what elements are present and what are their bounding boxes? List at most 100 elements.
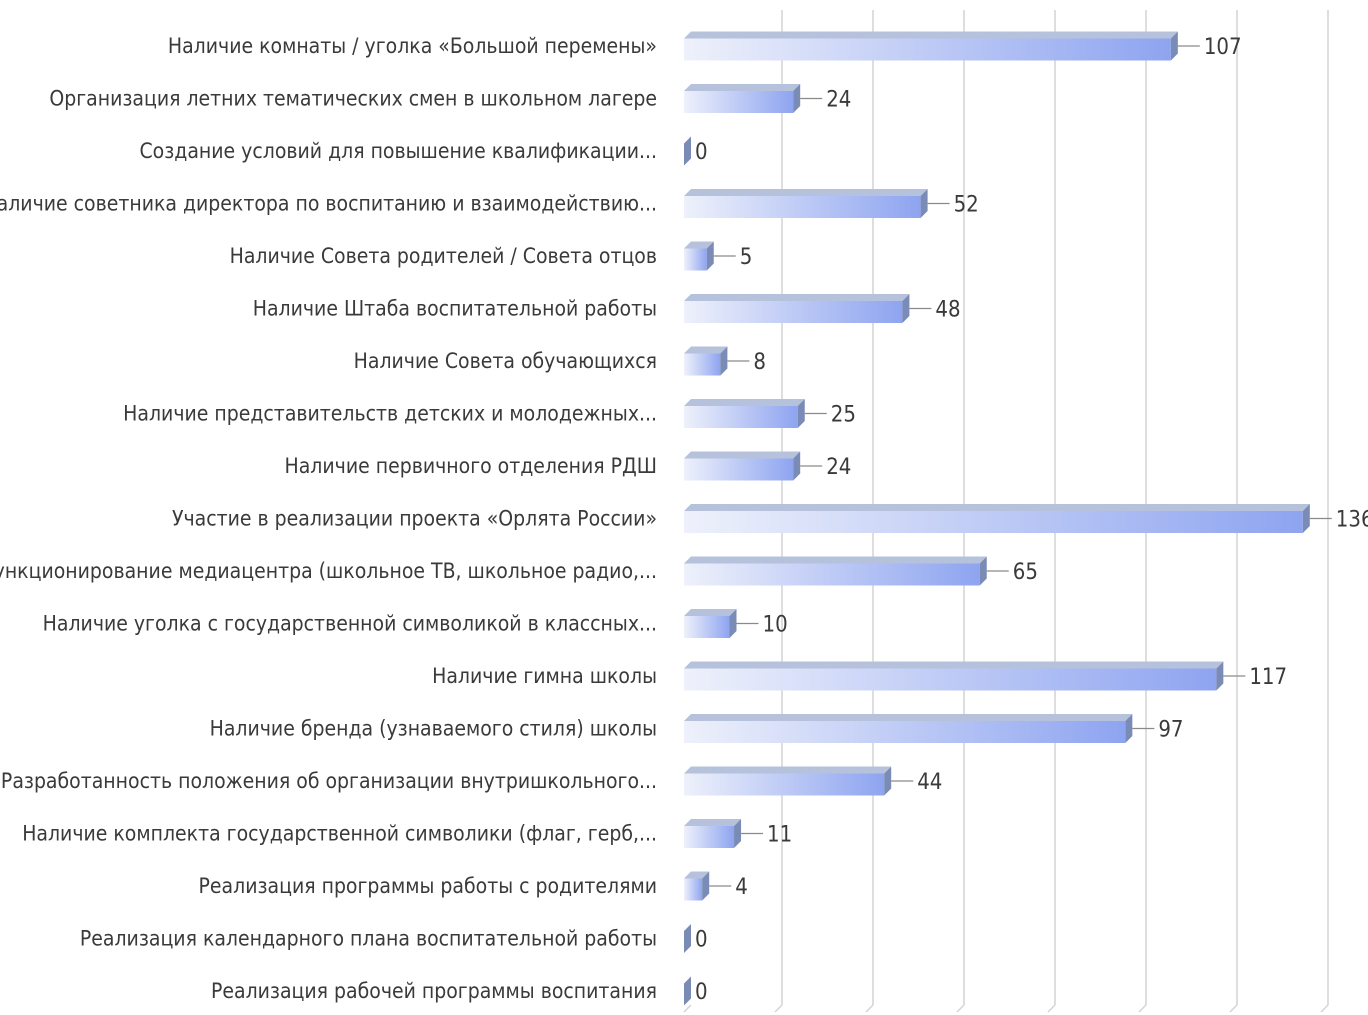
category-label: Наличие первичного отделения РДШ [285, 454, 657, 478]
category-label: Реализация рабочей программы воспитания [211, 979, 657, 1003]
gridline-floor [1138, 1004, 1147, 1013]
bar-front-face [684, 511, 1303, 533]
bar-side-face [902, 294, 910, 323]
value-label: 44 [917, 770, 942, 795]
category-labels: Наличие комнаты / уголка «Большой переме… [0, 34, 657, 1003]
bar-side-face [734, 819, 742, 848]
bar-side-face [979, 556, 987, 586]
gridline-floor [1320, 1004, 1329, 1013]
value-label: 4 [735, 875, 748, 900]
bar-side-face [706, 241, 714, 271]
category-label: Функционирование медиацентра (школьное Т… [0, 559, 657, 583]
value-label: 0 [695, 140, 708, 165]
bar-front-face [684, 353, 721, 376]
bar [684, 504, 1310, 533]
value-label: 65 [1013, 560, 1038, 585]
bar-top-face [684, 819, 742, 826]
bar-top-face [684, 31, 1178, 39]
bar-side-face [720, 346, 728, 376]
value-label: 97 [1158, 718, 1183, 743]
bar-front-face [684, 196, 921, 218]
category-label: Создание условий для повышение квалифика… [139, 139, 657, 163]
bar [684, 924, 691, 953]
bar-side-face [797, 399, 805, 428]
category-label: Наличие Совета обучающихся [354, 349, 657, 373]
bar [684, 399, 805, 428]
category-label: Наличие Штаба воспитательной работы [253, 297, 657, 321]
category-label: Наличие гимна школы [432, 664, 657, 688]
bar [684, 189, 928, 218]
bar-top-face [684, 504, 1310, 511]
gridline-floor [1047, 1004, 1056, 1013]
value-label: 136 [1336, 508, 1368, 533]
bar [684, 294, 910, 323]
bar [684, 84, 801, 113]
bar-side-face [1216, 661, 1224, 691]
bar-top-face [684, 451, 801, 459]
value-label: 5 [740, 245, 753, 270]
bar-side-face [684, 136, 691, 166]
bar [684, 451, 801, 481]
bar-front-face [684, 616, 730, 638]
bar-front-face [684, 301, 903, 323]
bar-top-face [684, 714, 1133, 721]
category-label: Наличие уголка с государственной символи… [43, 612, 657, 636]
category-label: Наличие советника директора по воспитани… [0, 192, 657, 216]
value-label: 48 [935, 298, 960, 323]
bar-top-face [684, 84, 801, 91]
bar-top-face [684, 399, 805, 406]
bar [684, 714, 1133, 743]
bar-front-face [684, 248, 707, 271]
bar [684, 871, 710, 901]
bar-side-face [793, 451, 801, 481]
bar-side-face [684, 976, 691, 1006]
value-label: 0 [695, 980, 708, 1005]
gridline-floor [1229, 1004, 1238, 1013]
bar-front-face [684, 563, 980, 586]
bar [684, 346, 728, 376]
value-label: 11 [767, 823, 792, 848]
bar-top-face [684, 609, 737, 616]
bar-top-face [684, 766, 892, 774]
category-label: Реализация программы работы с родителями [199, 874, 657, 898]
bar [684, 661, 1224, 691]
bar-front-face [684, 721, 1126, 743]
value-label: 107 [1204, 35, 1242, 60]
bar-front-face [684, 773, 885, 796]
category-label: Разработанность положения об организации… [1, 769, 657, 793]
value-label: 52 [954, 193, 979, 218]
bar-front-face [684, 458, 794, 481]
bar-side-face [793, 84, 801, 113]
bar-side-face [1170, 31, 1178, 61]
gridline-floor [774, 1004, 783, 1013]
bar-front-face [684, 406, 798, 428]
gridline-floor [956, 1004, 965, 1013]
bar-side-face [1125, 714, 1133, 743]
bar-top-face [684, 661, 1224, 669]
bar-top-face [684, 189, 928, 196]
bar [684, 556, 987, 586]
axis-floor [683, 1004, 692, 1013]
category-label: Наличие Совета родителей / Совета отцов [230, 244, 657, 268]
category-label: Наличие комнаты / уголка «Большой переме… [168, 34, 657, 58]
value-label: 0 [695, 928, 708, 953]
bar [684, 609, 737, 638]
bar [684, 31, 1178, 61]
category-label: Участие в реализации проекта «Орлята Рос… [172, 507, 657, 531]
bar [684, 766, 892, 796]
category-label: Наличие представительств детских и молод… [123, 402, 657, 426]
value-labels: 107 24 0 52 5 48 8 25 24 136 65 10 117 97 44 11 4 0 0 [695, 35, 1368, 1005]
bar-side-face [702, 871, 710, 901]
value-label: 25 [831, 403, 856, 428]
bar-front-face [684, 878, 703, 901]
bar-top-face [684, 346, 728, 354]
bar [684, 136, 691, 166]
bar-side-face [920, 189, 928, 218]
bar-front-face [684, 668, 1217, 691]
bar-side-face [729, 609, 737, 638]
bar-top-face [684, 294, 910, 301]
value-label: 10 [763, 613, 788, 638]
category-label: Организация летних тематических смен в ш… [49, 87, 657, 111]
value-label: 24 [826, 455, 851, 480]
